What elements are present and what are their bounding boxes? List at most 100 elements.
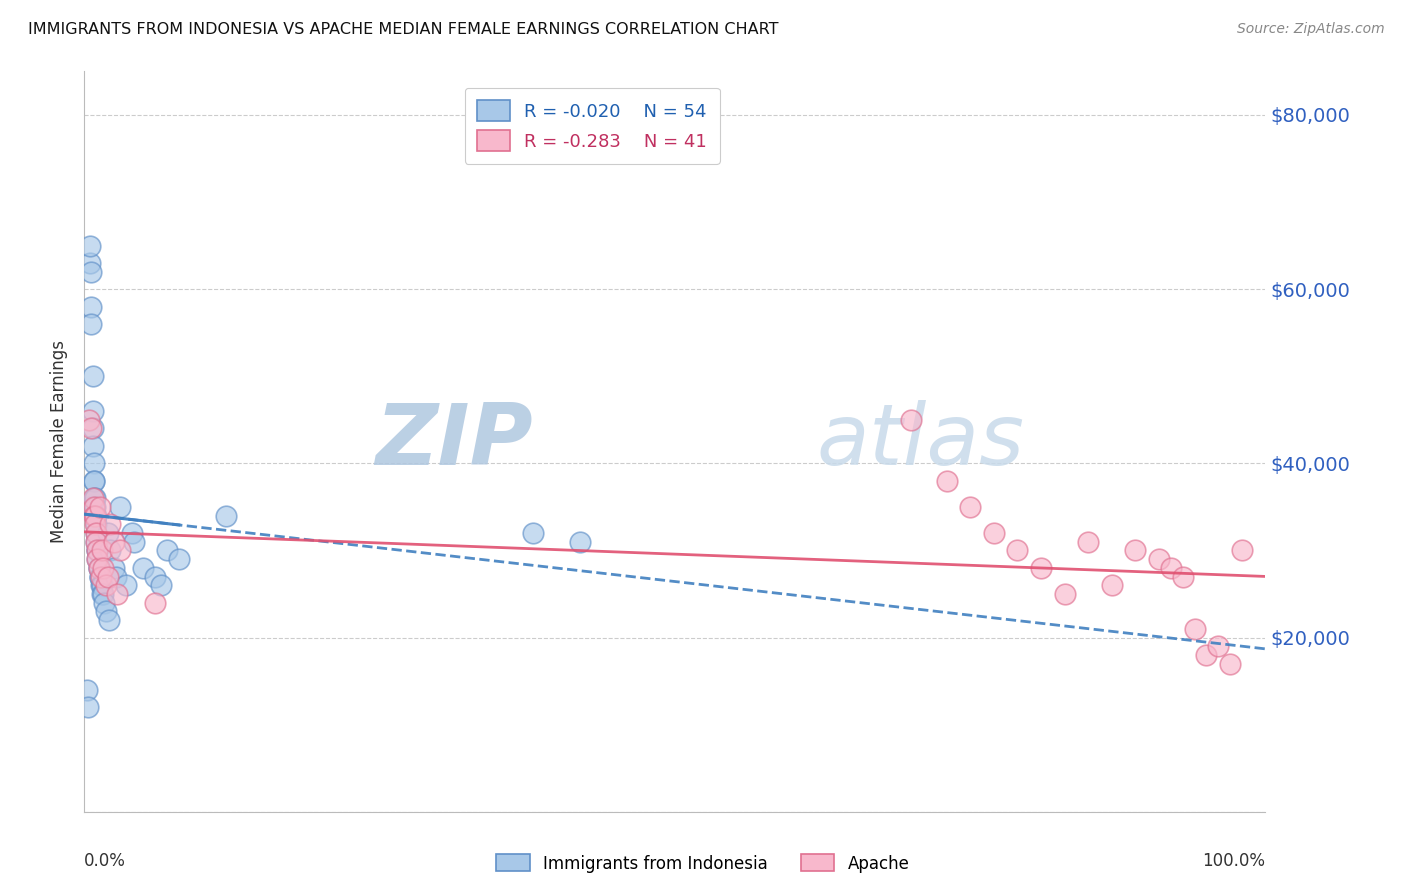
Point [121, 526, 143, 541]
Point [114, 578, 136, 592]
Point [84, 508, 107, 523]
Point [91, 587, 114, 601]
Point [80, 265, 103, 279]
Point [91, 561, 114, 575]
Point [83, 508, 105, 523]
Point [80, 421, 103, 435]
Point [83, 491, 105, 505]
Point [83, 474, 105, 488]
Point [91, 543, 114, 558]
Point [84, 526, 107, 541]
Point [86, 543, 108, 558]
Point [83, 474, 105, 488]
Text: Source: ZipAtlas.com: Source: ZipAtlas.com [1237, 22, 1385, 37]
Point [86, 552, 108, 566]
Point [1125, 543, 1147, 558]
Point [1206, 639, 1229, 653]
Point [98, 613, 121, 627]
Point [108, 543, 131, 558]
Point [79, 256, 101, 270]
Point [215, 508, 238, 523]
Point [86, 543, 108, 558]
Point [84, 517, 107, 532]
Point [89, 569, 111, 583]
Point [91, 578, 114, 592]
Point [1029, 561, 1052, 575]
Point [91, 587, 114, 601]
Point [84, 508, 107, 523]
Point [1077, 534, 1099, 549]
Point [1219, 657, 1241, 671]
Point [79, 238, 101, 252]
Point [150, 578, 173, 592]
Point [900, 413, 922, 427]
Legend: Immigrants from Indonesia, Apache: Immigrants from Indonesia, Apache [489, 847, 917, 880]
Point [80, 317, 103, 331]
Point [82, 404, 104, 418]
Point [143, 569, 166, 583]
Point [569, 534, 592, 549]
Point [82, 491, 104, 505]
Point [86, 552, 108, 566]
Point [83, 456, 105, 470]
Point [84, 508, 107, 523]
Point [80, 300, 103, 314]
Point [1171, 569, 1194, 583]
Point [1053, 587, 1076, 601]
Point [103, 561, 125, 575]
Point [87, 561, 110, 575]
Point [108, 500, 131, 514]
Point [89, 500, 111, 514]
Point [77, 413, 100, 427]
Point [94, 604, 117, 618]
Point [84, 526, 107, 541]
Point [1195, 648, 1218, 662]
Point [122, 534, 145, 549]
Text: 0.0%: 0.0% [84, 853, 127, 871]
Point [90, 569, 112, 583]
Point [84, 534, 107, 549]
Point [86, 543, 108, 558]
Point [1230, 543, 1253, 558]
Point [84, 508, 107, 523]
Point [98, 517, 121, 532]
Point [1007, 543, 1029, 558]
Point [84, 500, 107, 514]
Point [94, 578, 117, 592]
Point [522, 526, 544, 541]
Point [76, 682, 98, 697]
Point [959, 500, 981, 514]
Point [1147, 552, 1170, 566]
Point [87, 561, 110, 575]
Point [97, 569, 120, 583]
Point [84, 517, 107, 532]
Point [82, 369, 104, 384]
Point [132, 561, 155, 575]
Point [84, 491, 107, 505]
Legend: R = -0.020    N = 54, R = -0.283    N = 41: R = -0.020 N = 54, R = -0.283 N = 41 [465, 87, 720, 164]
Point [97, 526, 120, 541]
Point [93, 596, 115, 610]
Point [143, 596, 166, 610]
Point [156, 543, 179, 558]
Point [82, 439, 104, 453]
Point [107, 587, 129, 601]
Text: IMMIGRANTS FROM INDONESIA VS APACHE MEDIAN FEMALE EARNINGS CORRELATION CHART: IMMIGRANTS FROM INDONESIA VS APACHE MEDI… [28, 22, 779, 37]
Text: ZIP: ZIP [375, 400, 533, 483]
Point [1160, 561, 1182, 575]
Point [77, 700, 100, 714]
Point [105, 569, 128, 583]
Point [983, 526, 1005, 541]
Point [167, 552, 190, 566]
Point [103, 534, 125, 549]
Point [84, 534, 107, 549]
Point [935, 474, 957, 488]
Point [82, 421, 104, 435]
Text: 100.0%: 100.0% [1202, 853, 1265, 871]
Point [77, 500, 100, 514]
Text: atlas: atlas [817, 400, 1025, 483]
Point [98, 543, 121, 558]
Point [83, 500, 105, 514]
Point [87, 561, 110, 575]
Y-axis label: Median Female Earnings: Median Female Earnings [51, 340, 69, 543]
